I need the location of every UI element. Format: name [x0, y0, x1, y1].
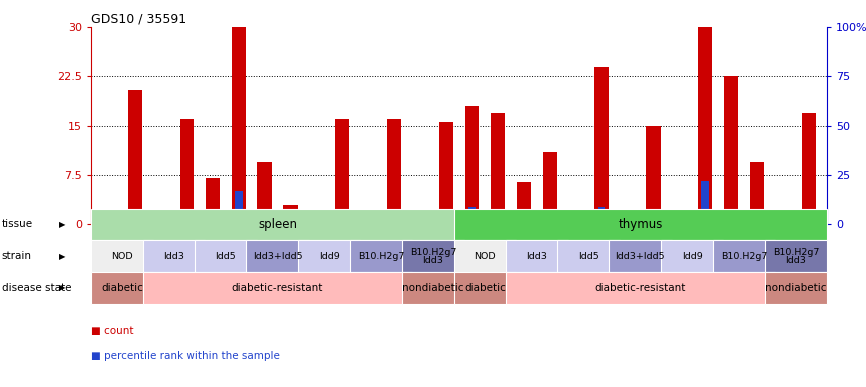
- Bar: [91, 209, 464, 240]
- Text: tissue: tissue: [2, 219, 33, 229]
- Bar: [180, 119, 194, 224]
- Bar: [209, 219, 216, 224]
- Bar: [765, 240, 827, 272]
- Text: Idd3+Idd5: Idd3+Idd5: [616, 252, 665, 261]
- Bar: [183, 212, 191, 224]
- Bar: [558, 240, 620, 272]
- Bar: [257, 162, 272, 224]
- Bar: [454, 272, 516, 304]
- Bar: [205, 178, 220, 224]
- Bar: [309, 221, 324, 224]
- Bar: [543, 152, 557, 224]
- Bar: [568, 221, 583, 224]
- Bar: [598, 207, 605, 224]
- Text: Idd5: Idd5: [216, 252, 236, 261]
- Text: diabetic-resistant: diabetic-resistant: [595, 283, 686, 293]
- Text: ■ percentile rank within the sample: ■ percentile rank within the sample: [91, 351, 280, 361]
- Bar: [753, 212, 761, 224]
- Bar: [610, 240, 671, 272]
- Text: diabetic-resistant: diabetic-resistant: [232, 283, 323, 293]
- Text: disease state: disease state: [2, 283, 71, 293]
- Bar: [91, 272, 153, 304]
- Bar: [143, 240, 205, 272]
- Bar: [646, 126, 661, 224]
- Bar: [750, 162, 764, 224]
- Bar: [594, 67, 609, 224]
- Bar: [701, 181, 709, 224]
- Bar: [491, 113, 505, 224]
- Bar: [195, 240, 257, 272]
- Text: Idd9: Idd9: [682, 252, 702, 261]
- Text: GDS10 / 35591: GDS10 / 35591: [91, 13, 186, 26]
- Text: nondiabetic: nondiabetic: [766, 283, 827, 293]
- Bar: [443, 209, 450, 224]
- Bar: [494, 209, 501, 224]
- Text: Idd3+Idd5: Idd3+Idd5: [253, 252, 302, 261]
- Bar: [131, 209, 139, 224]
- Text: Idd3: Idd3: [164, 252, 184, 261]
- Bar: [91, 240, 153, 272]
- Text: NOD: NOD: [474, 252, 495, 261]
- Text: B10.H2g7
Idd3: B10.H2g7 Idd3: [772, 248, 819, 265]
- Bar: [506, 272, 775, 304]
- Bar: [350, 240, 412, 272]
- Text: Idd9: Idd9: [319, 252, 339, 261]
- Bar: [517, 182, 531, 224]
- Bar: [439, 122, 453, 224]
- Bar: [231, 27, 246, 224]
- Bar: [235, 191, 242, 224]
- Bar: [391, 209, 398, 224]
- Text: ▶: ▶: [59, 220, 66, 229]
- Bar: [402, 272, 464, 304]
- Text: thymus: thymus: [618, 218, 662, 231]
- Bar: [128, 90, 142, 224]
- Bar: [661, 240, 723, 272]
- Bar: [402, 240, 464, 272]
- Text: NOD: NOD: [111, 252, 132, 261]
- Text: strain: strain: [2, 251, 32, 261]
- Text: nondiabetic: nondiabetic: [403, 283, 464, 293]
- Text: spleen: spleen: [258, 218, 297, 231]
- Bar: [465, 106, 479, 224]
- Bar: [468, 207, 475, 224]
- Bar: [287, 209, 294, 224]
- Text: Idd3: Idd3: [527, 252, 547, 261]
- Text: diabetic: diabetic: [101, 283, 143, 293]
- Bar: [698, 27, 713, 224]
- Text: Idd5: Idd5: [578, 252, 599, 261]
- Text: B10.H2g7: B10.H2g7: [358, 252, 404, 261]
- Bar: [283, 205, 298, 224]
- Bar: [724, 77, 738, 224]
- Bar: [298, 240, 360, 272]
- Text: B10.H2g7
Idd3: B10.H2g7 Idd3: [410, 248, 456, 265]
- Text: ■ count: ■ count: [91, 326, 133, 336]
- Bar: [387, 119, 401, 224]
- Bar: [520, 209, 527, 224]
- Bar: [765, 272, 827, 304]
- Bar: [454, 209, 827, 240]
- Bar: [261, 212, 268, 224]
- Text: diabetic: diabetic: [464, 283, 506, 293]
- Bar: [335, 119, 350, 224]
- Bar: [805, 209, 813, 224]
- Text: B10.H2g7: B10.H2g7: [721, 252, 767, 261]
- Text: ▶: ▶: [59, 252, 66, 261]
- Bar: [713, 240, 775, 272]
- Text: ▶: ▶: [59, 283, 66, 293]
- Bar: [454, 240, 516, 272]
- Bar: [143, 272, 412, 304]
- Bar: [506, 240, 568, 272]
- Bar: [247, 240, 308, 272]
- Bar: [339, 209, 346, 224]
- Bar: [650, 209, 657, 224]
- Bar: [802, 113, 816, 224]
